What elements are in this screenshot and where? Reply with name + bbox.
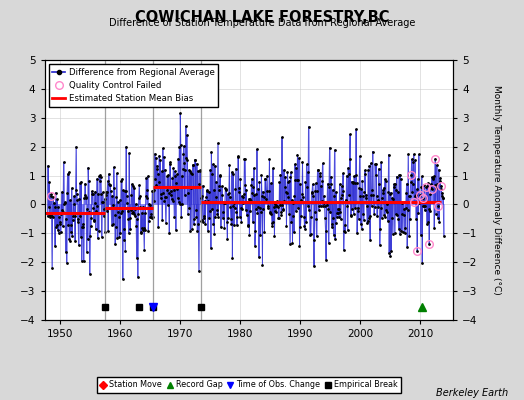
Y-axis label: Monthly Temperature Anomaly Difference (°C): Monthly Temperature Anomaly Difference (…	[492, 85, 500, 295]
Legend: Station Move, Record Gap, Time of Obs. Change, Empirical Break: Station Move, Record Gap, Time of Obs. C…	[97, 377, 401, 393]
Text: Difference of Station Temperature Data from Regional Average: Difference of Station Temperature Data f…	[109, 18, 415, 28]
Text: COWICHAN LAKE FORESTRY,BC: COWICHAN LAKE FORESTRY,BC	[135, 10, 389, 25]
Text: Berkeley Earth: Berkeley Earth	[436, 388, 508, 398]
